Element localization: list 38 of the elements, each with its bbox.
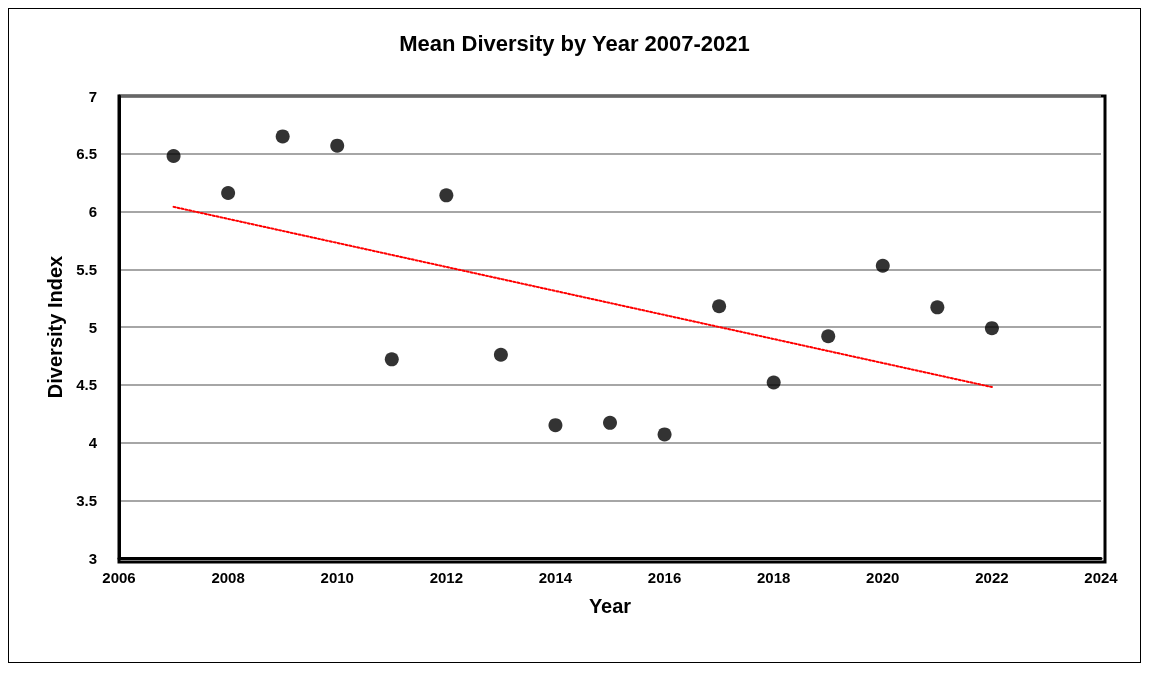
y-tick-label: 5.5 — [76, 260, 97, 278]
point — [221, 186, 236, 201]
point — [766, 375, 781, 390]
x-tick-label: 2024 — [1084, 569, 1119, 586]
point — [821, 329, 836, 344]
y-tick-label: 6 — [88, 203, 97, 220]
point — [439, 188, 454, 203]
x-tick-label: 2014 — [538, 569, 573, 586]
point — [984, 321, 999, 336]
x-tick-label: 2016 — [647, 569, 682, 586]
point — [712, 299, 727, 314]
x-tick-label: 2020 — [866, 569, 900, 586]
point — [603, 415, 617, 430]
point — [166, 149, 181, 164]
y-tick-label: 4 — [88, 434, 98, 451]
x-axis-title: Year — [588, 595, 632, 617]
x-tick-label: 2022 — [975, 569, 1009, 586]
point — [548, 418, 563, 433]
x-tick-label: 2006 — [102, 569, 136, 586]
point — [493, 347, 508, 362]
y-tick-label: 5 — [88, 318, 97, 336]
point — [275, 129, 290, 144]
point — [330, 138, 345, 153]
y-tick-label: 7 — [88, 87, 97, 105]
y-tick-label: 3.5 — [76, 491, 97, 509]
x-tick-label: 2018 — [756, 569, 791, 586]
point — [657, 427, 672, 442]
x-tick-label: 2012 — [429, 569, 464, 586]
y-tick-label: 4.5 — [76, 376, 97, 394]
x-tick-label: 2010 — [320, 569, 354, 586]
y-tick-label: 3 — [88, 549, 97, 567]
y-axis-title: Diversity Index — [44, 255, 67, 399]
y-tick-label: 6.5 — [76, 145, 97, 163]
x-tick-label: 2008 — [211, 569, 245, 586]
point — [930, 300, 945, 315]
chart-title: Mean Diversity by Year 2007-2021 — [399, 30, 750, 56]
point — [875, 258, 890, 273]
point — [384, 352, 399, 367]
